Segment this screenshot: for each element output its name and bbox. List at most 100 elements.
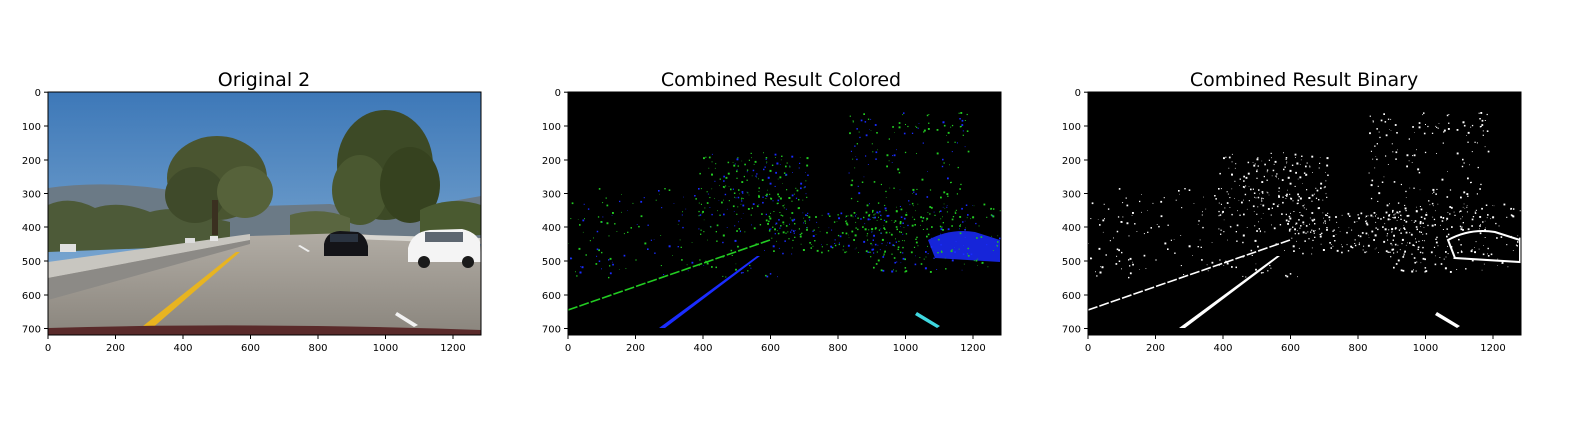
x-tick-label: 1000 bbox=[1413, 343, 1438, 354]
edge-pixel bbox=[638, 225, 640, 228]
edge-pixel bbox=[1446, 220, 1447, 221]
edge-pixel bbox=[1428, 200, 1430, 202]
edge-pixel bbox=[1253, 211, 1255, 212]
edge-pixel bbox=[609, 265, 611, 267]
edge-pixel bbox=[1262, 272, 1264, 274]
edge-pixel bbox=[1323, 222, 1325, 224]
edge-pixel bbox=[1205, 208, 1207, 210]
edge-pixel bbox=[800, 182, 803, 185]
edge-pixel bbox=[1218, 188, 1220, 190]
edge-pixel bbox=[1285, 213, 1287, 216]
y-tick-label: 400 bbox=[1062, 223, 1081, 234]
edge-pixel bbox=[850, 197, 853, 200]
edge-pixel bbox=[1325, 222, 1326, 224]
edge-pixel bbox=[802, 199, 804, 201]
edge-pixel bbox=[726, 227, 728, 228]
edge-pixel bbox=[782, 205, 784, 207]
edge-pixel bbox=[1270, 152, 1272, 154]
edge-pixel bbox=[958, 112, 960, 114]
edge-pixel bbox=[1261, 200, 1263, 202]
edge-pixel bbox=[895, 241, 897, 243]
edge-pixel bbox=[1326, 157, 1329, 160]
edge-pixel bbox=[1408, 160, 1410, 162]
edge-pixel bbox=[701, 212, 703, 214]
edge-pixel bbox=[1426, 212, 1427, 213]
edge-pixel bbox=[724, 187, 726, 189]
edge-pixel bbox=[1424, 271, 1426, 273]
edge-pixel bbox=[584, 218, 585, 220]
edge-pixel bbox=[1197, 246, 1199, 248]
edge-pixel bbox=[1223, 231, 1225, 233]
edge-pixel bbox=[1281, 179, 1284, 181]
edge-pixel bbox=[596, 248, 599, 251]
edge-pixel bbox=[896, 149, 897, 151]
edge-pixel bbox=[1294, 233, 1296, 235]
edge-pixel bbox=[1245, 276, 1247, 278]
edge-pixel bbox=[643, 197, 645, 199]
edge-pixel bbox=[1167, 224, 1169, 226]
edge-pixel bbox=[1206, 264, 1208, 266]
edge-pixel bbox=[585, 254, 587, 256]
edge-pixel bbox=[1255, 263, 1257, 265]
edge-pixel bbox=[1402, 269, 1405, 272]
edge-pixel bbox=[732, 188, 734, 190]
edge-pixel bbox=[884, 250, 886, 253]
edge-pixel bbox=[1475, 241, 1477, 243]
edge-pixel bbox=[1431, 202, 1434, 205]
edge-pixel bbox=[1292, 226, 1294, 228]
panel-title: Combined Result Colored bbox=[661, 69, 901, 91]
edge-pixel bbox=[1397, 244, 1399, 246]
edge-pixel bbox=[1229, 225, 1231, 227]
edge-pixel bbox=[608, 259, 610, 261]
edge-pixel bbox=[1375, 156, 1377, 157]
edge-pixel bbox=[1325, 214, 1327, 216]
edge-pixel bbox=[735, 263, 737, 265]
edge-pixel bbox=[715, 266, 717, 269]
edge-pixel bbox=[947, 195, 949, 197]
edge-pixel bbox=[1270, 267, 1272, 269]
edge-pixel bbox=[834, 244, 837, 247]
edge-pixel bbox=[1400, 215, 1402, 217]
edge-pixel bbox=[765, 219, 768, 222]
edge-pixel bbox=[1471, 225, 1473, 227]
edge-pixel bbox=[1271, 175, 1273, 177]
edge-pixel bbox=[927, 253, 929, 255]
edge-pixel bbox=[1463, 124, 1466, 127]
edge-pixel bbox=[1436, 126, 1438, 128]
edge-pixel bbox=[1105, 254, 1107, 256]
edge-pixel bbox=[894, 261, 896, 264]
edge-pixel bbox=[742, 192, 744, 194]
edge-pixel bbox=[1484, 146, 1486, 148]
edge-pixel bbox=[1096, 275, 1098, 277]
edge-pixel bbox=[706, 202, 709, 204]
edge-pixel bbox=[1454, 214, 1456, 216]
edge-pixel bbox=[1416, 206, 1417, 208]
edge-pixel bbox=[677, 224, 679, 225]
edge-pixel bbox=[1482, 221, 1484, 223]
edge-pixel bbox=[1243, 180, 1245, 182]
edge-pixel bbox=[957, 166, 959, 169]
edge-pixel bbox=[1104, 218, 1105, 220]
edge-pixel bbox=[895, 210, 898, 212]
edge-pixel bbox=[893, 154, 896, 157]
edge-pixel bbox=[1303, 204, 1305, 206]
edge-pixel bbox=[1424, 240, 1425, 242]
edge-pixel bbox=[884, 228, 886, 230]
edge-pixel bbox=[886, 154, 889, 157]
edge-pixel bbox=[1312, 219, 1314, 222]
edge-pixel bbox=[975, 222, 977, 225]
edge-pixel bbox=[805, 180, 807, 182]
x-tick-label: 0 bbox=[45, 343, 51, 354]
edge-pixel bbox=[691, 261, 694, 264]
edge-pixel bbox=[1289, 193, 1291, 195]
edge-pixel bbox=[804, 220, 806, 222]
edge-pixel bbox=[1498, 225, 1500, 227]
edge-pixel bbox=[1326, 164, 1329, 167]
edge-pixel bbox=[1380, 119, 1383, 122]
edge-pixel bbox=[1411, 162, 1413, 163]
edge-pixel bbox=[1227, 239, 1228, 241]
edge-pixel bbox=[929, 206, 932, 208]
edge-pixel bbox=[765, 213, 767, 216]
y-tick-label: 600 bbox=[22, 291, 41, 302]
edge-pixel bbox=[1321, 232, 1323, 234]
